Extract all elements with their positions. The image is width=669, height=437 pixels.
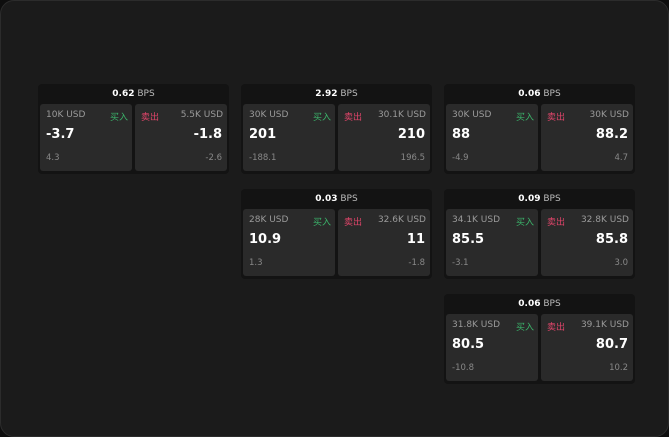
bid-price: -3.7 bbox=[46, 127, 75, 142]
spread-value: 0.03 bbox=[315, 194, 338, 204]
spread-value: 0.06 bbox=[518, 299, 541, 309]
ask-size: 32.8K USD bbox=[580, 215, 629, 225]
buy-button[interactable]: 10K USD 买入 -3.7 4.3 bbox=[40, 104, 132, 171]
ask-size: 32.6K USD bbox=[377, 215, 426, 225]
spread-unit: BPS bbox=[543, 299, 561, 309]
spread-header: 0.09 BPS bbox=[444, 189, 635, 209]
sell-button[interactable]: 卖出 32.8K USD 85.8 3.0 bbox=[541, 209, 633, 276]
buy-label: 买入 bbox=[312, 113, 331, 123]
ask-change: -2.6 bbox=[205, 153, 222, 163]
spread-header: 2.92 BPS bbox=[241, 84, 432, 104]
buy-button[interactable]: 30K USD 买入 201 -188.1 bbox=[243, 104, 335, 171]
bid-size: 31.8K USD bbox=[452, 320, 501, 330]
buy-button[interactable]: 31.8K USD 买入 80.5 -10.8 bbox=[446, 314, 538, 381]
quote-panel: 0.62 BPS 10K USD 买入 -3.7 4.3 卖出 5.5K USD -… bbox=[38, 84, 229, 174]
ask-change: 196.5 bbox=[400, 153, 425, 163]
sell-label: 卖出 bbox=[344, 113, 363, 123]
sell-label: 卖出 bbox=[344, 218, 363, 228]
sell-button[interactable]: 卖出 30.1K USD 210 196.5 bbox=[338, 104, 430, 171]
buy-label: 买入 bbox=[515, 113, 534, 123]
ask-change: 10.2 bbox=[609, 363, 628, 373]
spread-unit: BPS bbox=[340, 89, 358, 99]
bid-change: -188.1 bbox=[249, 153, 277, 163]
bid-price: 201 bbox=[249, 127, 277, 142]
ask-size: 39.1K USD bbox=[580, 320, 629, 330]
bid-price: 10.9 bbox=[249, 232, 282, 247]
buy-button[interactable]: 30K USD 买入 88 -4.9 bbox=[446, 104, 538, 171]
bid-change: -10.8 bbox=[452, 363, 474, 373]
ask-size: 30.1K USD bbox=[377, 110, 426, 120]
bid-size: 30K USD bbox=[249, 110, 289, 120]
quote-panel: 0.03 BPS 28K USD 买入 10.9 1.3 卖出 32.6K USD … bbox=[241, 189, 432, 279]
ask-size: 5.5K USD bbox=[180, 110, 223, 120]
ask-price: 210 bbox=[397, 127, 425, 142]
bid-size: 28K USD bbox=[249, 215, 289, 225]
sell-label: 卖出 bbox=[547, 218, 566, 228]
ask-price: 88.2 bbox=[595, 127, 628, 142]
ask-price: -1.8 bbox=[193, 127, 222, 142]
ask-change: 4.7 bbox=[614, 153, 628, 163]
buy-label: 买入 bbox=[312, 218, 331, 228]
spread-header: 0.06 BPS bbox=[444, 294, 635, 314]
spread-unit: BPS bbox=[340, 194, 358, 204]
spread-value: 0.06 bbox=[518, 89, 541, 99]
spread-unit: BPS bbox=[543, 89, 561, 99]
sell-button[interactable]: 卖出 5.5K USD -1.8 -2.6 bbox=[135, 104, 227, 171]
buy-label: 买入 bbox=[515, 323, 534, 333]
quote-panel: 2.92 BPS 30K USD 买入 201 -188.1 卖出 30.1K US… bbox=[241, 84, 432, 174]
ask-size: 30K USD bbox=[589, 110, 629, 120]
quote-panel: 0.06 BPS 31.8K USD 买入 80.5 -10.8 卖出 39.1K … bbox=[444, 294, 635, 384]
bid-change: -3.1 bbox=[452, 258, 469, 268]
quote-panel: 0.06 BPS 30K USD 买入 88 -4.9 卖出 30K USD 88.… bbox=[444, 84, 635, 174]
ask-price: 85.8 bbox=[595, 232, 628, 247]
spread-value: 0.09 bbox=[518, 194, 541, 204]
buy-label: 买入 bbox=[109, 113, 128, 123]
bid-change: 1.3 bbox=[249, 258, 263, 268]
bid-change: 4.3 bbox=[46, 153, 60, 163]
bid-price: 88 bbox=[452, 127, 471, 142]
sell-button[interactable]: 卖出 39.1K USD 80.7 10.2 bbox=[541, 314, 633, 381]
buy-button[interactable]: 34.1K USD 买入 85.5 -3.1 bbox=[446, 209, 538, 276]
spread-unit: BPS bbox=[137, 89, 155, 99]
bid-size: 30K USD bbox=[452, 110, 492, 120]
sell-label: 卖出 bbox=[547, 323, 566, 333]
sell-button[interactable]: 卖出 30K USD 88.2 4.7 bbox=[541, 104, 633, 171]
ask-price: 80.7 bbox=[595, 337, 628, 352]
spread-value: 2.92 bbox=[315, 89, 338, 99]
spread-unit: BPS bbox=[543, 194, 561, 204]
buy-button[interactable]: 28K USD 买入 10.9 1.3 bbox=[243, 209, 335, 276]
bid-price: 80.5 bbox=[452, 337, 485, 352]
bid-price: 85.5 bbox=[452, 232, 485, 247]
spread-header: 0.06 BPS bbox=[444, 84, 635, 104]
bid-size: 10K USD bbox=[46, 110, 86, 120]
ask-change: 3.0 bbox=[614, 258, 628, 268]
bid-size: 34.1K USD bbox=[452, 215, 501, 225]
ask-price: 11 bbox=[406, 232, 425, 247]
spread-header: 0.03 BPS bbox=[241, 189, 432, 209]
spread-header: 0.62 BPS bbox=[38, 84, 229, 104]
sell-button[interactable]: 卖出 32.6K USD 11 -1.8 bbox=[338, 209, 430, 276]
spread-value: 0.62 bbox=[112, 89, 135, 99]
ask-change: -1.8 bbox=[408, 258, 425, 268]
buy-label: 买入 bbox=[515, 218, 534, 228]
sell-label: 卖出 bbox=[141, 113, 160, 123]
quote-panel: 0.09 BPS 34.1K USD 买入 85.5 -3.1 卖出 32.8K U… bbox=[444, 189, 635, 279]
bid-change: -4.9 bbox=[452, 153, 469, 163]
sell-label: 卖出 bbox=[547, 113, 566, 123]
